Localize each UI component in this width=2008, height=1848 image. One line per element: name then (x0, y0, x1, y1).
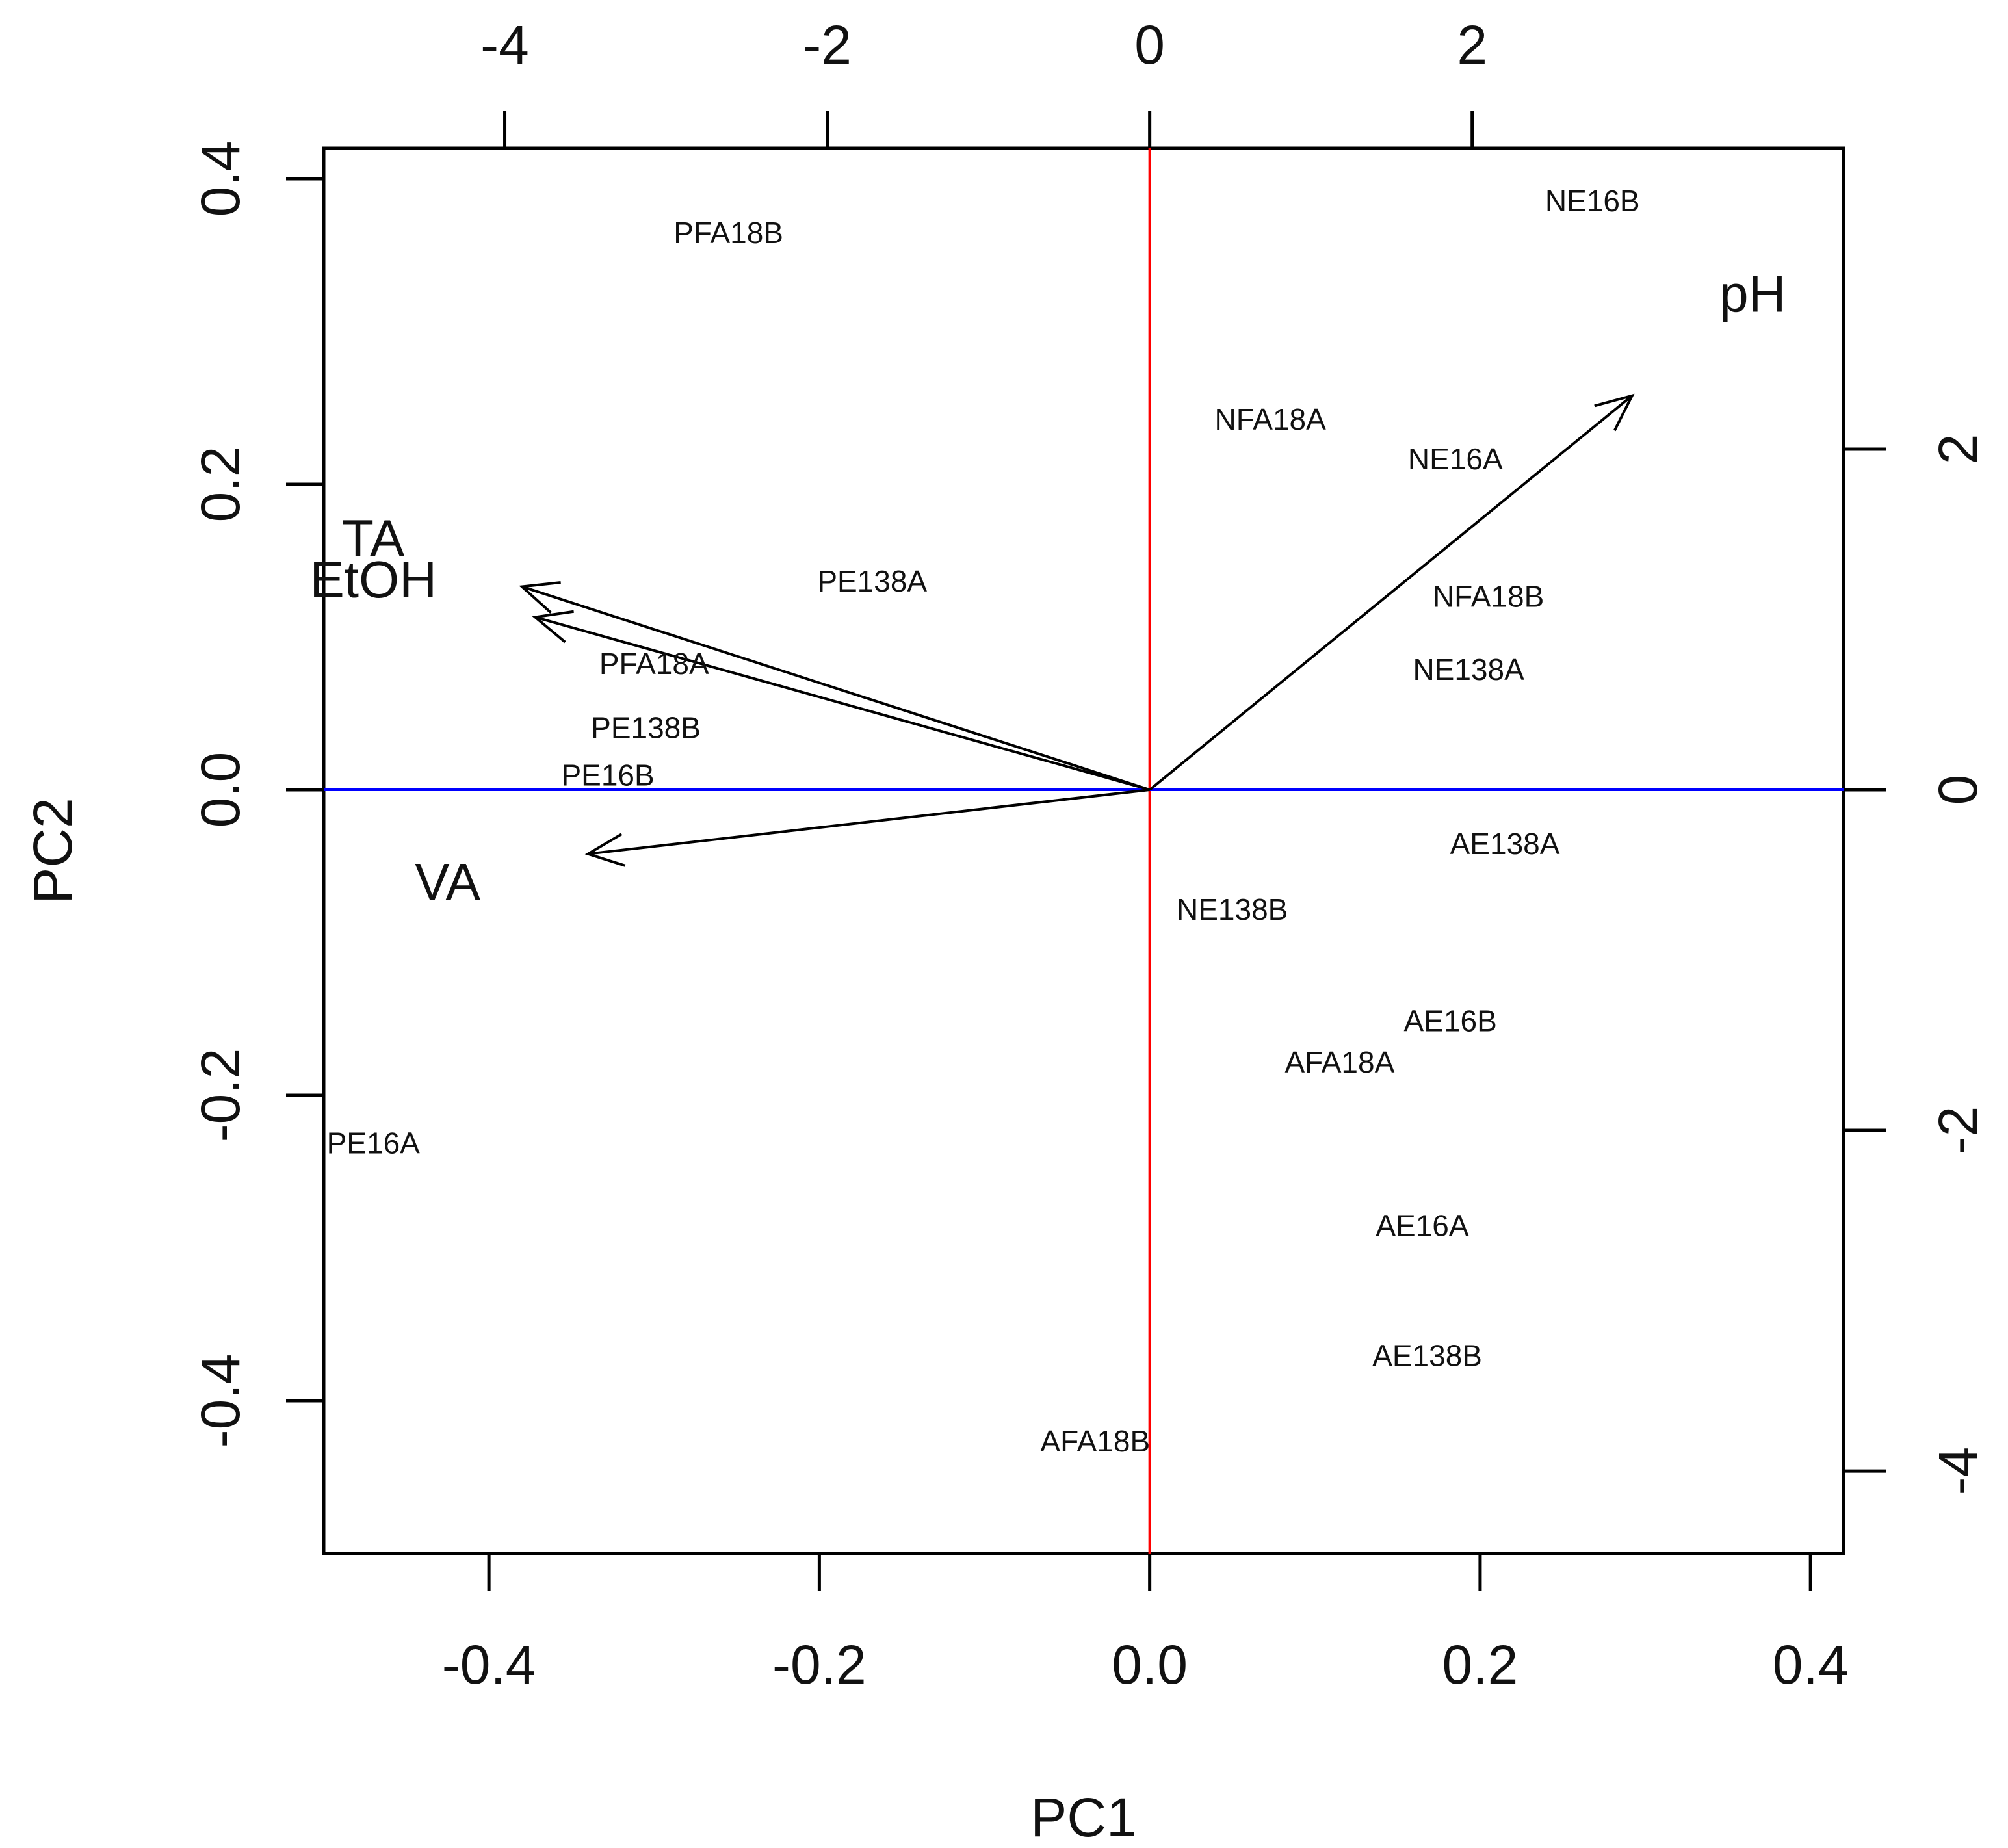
y-tick-label: -0.4 (190, 1354, 251, 1448)
observation-label: NE16A (1408, 442, 1503, 476)
arrow-va (584, 788, 1150, 867)
variable-label-ph: pH (1719, 265, 1786, 322)
observation-label: PFA18B (673, 216, 783, 250)
observation-label: AFA18B (1040, 1424, 1150, 1458)
arrow-ta (519, 581, 1151, 791)
x-axis-title: PC1 (1030, 1787, 1136, 1848)
y-tick-label: 0.4 (190, 141, 251, 217)
x-tick-label: 0.0 (1112, 1634, 1188, 1695)
observation-labels: PFA18B NE16B NFA18A NE16A PE138A NFA18B NE138A… (327, 184, 1640, 1458)
observation-label: AE138A (1450, 827, 1560, 861)
observation-label: PE16A (327, 1126, 421, 1160)
y-tick-label: 0.2 (190, 447, 251, 523)
x-tick-label: -0.2 (772, 1634, 867, 1695)
observation-label: NFA18A (1215, 402, 1327, 436)
x-tick-label: -0.4 (442, 1634, 536, 1695)
right-tick-label: -4 (1927, 1447, 1988, 1496)
observation-label: NFA18B (1433, 579, 1544, 613)
observation-label: NE138A (1413, 653, 1524, 686)
y-axis-title: PC2 (22, 798, 83, 904)
y-tick-label: 0.0 (190, 752, 251, 828)
variable-label-va: VA (415, 853, 480, 911)
observation-label: NE16B (1545, 184, 1640, 218)
x-tick-label: 0.2 (1442, 1634, 1519, 1695)
variable-label-ta: TA (342, 509, 405, 567)
observation-label: NE138B (1177, 892, 1288, 926)
arrow-etoh (532, 610, 1151, 791)
observation-label: PE138B (591, 711, 701, 745)
top-axis-ticks: -4 -2 0 2 (480, 14, 1487, 148)
observation-label: AE16A (1376, 1209, 1469, 1243)
x-axis-ticks: -0.4 -0.2 0.0 0.2 0.4 (442, 1554, 1849, 1695)
x-tick-label: 0.4 (1773, 1634, 1849, 1695)
variable-label-etoh: EtOH (309, 551, 437, 608)
right-tick-label: -2 (1927, 1106, 1988, 1155)
observation-label: PE16B (561, 758, 654, 792)
observation-label: AE16B (1404, 1004, 1497, 1038)
observation-label: AE138B (1372, 1338, 1482, 1372)
observation-label: PE138A (817, 564, 927, 598)
right-axis-ticks: -4 -2 0 2 (1844, 434, 1988, 1496)
observation-label: PFA18A (599, 647, 709, 681)
y-axis-ticks: -0.4 -0.2 0.0 0.2 0.4 (190, 141, 324, 1448)
top-tick-label: 0 (1134, 14, 1165, 75)
y-tick-label: -0.2 (190, 1048, 251, 1143)
plot-frame (322, 146, 1845, 1555)
top-tick-label: -4 (480, 14, 529, 75)
right-tick-label: 0 (1927, 775, 1988, 805)
variable-arrows (519, 393, 1635, 867)
top-tick-label: 2 (1457, 14, 1487, 75)
top-tick-label: -2 (803, 14, 852, 75)
arrow-ph (1149, 393, 1635, 791)
right-tick-label: 2 (1927, 434, 1988, 465)
observation-label: AFA18A (1285, 1045, 1395, 1079)
